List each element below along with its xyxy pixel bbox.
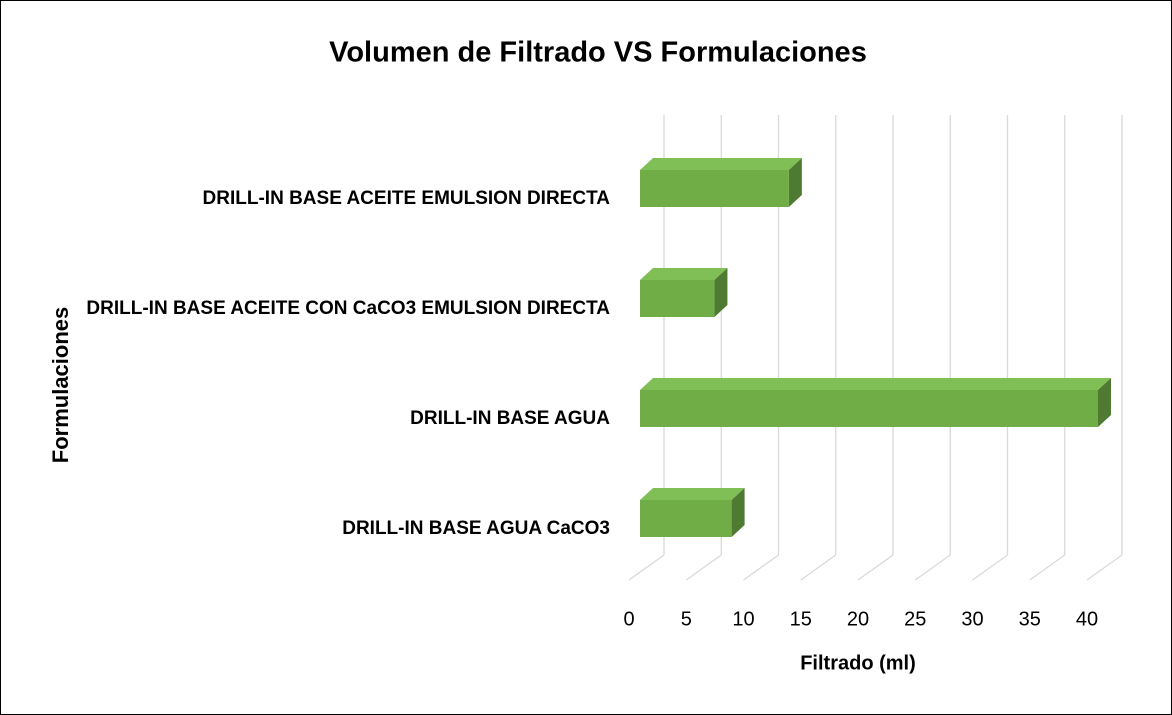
bar-top bbox=[640, 378, 1111, 390]
floor-grid-line bbox=[743, 554, 779, 581]
x-tick-label: 25 bbox=[904, 608, 926, 630]
x-tick-label: 10 bbox=[732, 608, 754, 630]
y-axis-title: Formulaciones bbox=[48, 307, 73, 463]
floor-grid-line bbox=[1086, 554, 1123, 581]
floor-grid-line bbox=[628, 554, 665, 581]
x-tick-label: 35 bbox=[1019, 608, 1041, 630]
x-tick-label: 30 bbox=[961, 608, 983, 630]
bar-side bbox=[731, 488, 745, 537]
y-tick-label: DRILL-IN BASE ACEITE CON CaCO3 EMULSION … bbox=[86, 297, 610, 319]
floor-grid-line bbox=[914, 554, 951, 581]
x-tick-label: 5 bbox=[681, 608, 692, 630]
floor-grid-line bbox=[972, 554, 1008, 581]
floor-grid-line bbox=[1029, 554, 1066, 581]
y-tick-label: DRILL-IN BASE ACEITE EMULSION DIRECTA bbox=[202, 187, 610, 209]
bar bbox=[640, 280, 715, 317]
bar-top bbox=[640, 268, 728, 280]
bar-side bbox=[714, 268, 728, 317]
bar-top bbox=[640, 488, 745, 500]
floor-grid-line bbox=[800, 554, 837, 581]
x-axis-title: Filtrado (ml) bbox=[800, 652, 916, 674]
x-tick-label: 15 bbox=[790, 608, 812, 630]
bar-top bbox=[640, 158, 802, 170]
floor-grid-line bbox=[857, 554, 894, 581]
y-tick-label: DRILL-IN BASE AGUA CaCO3 bbox=[342, 517, 610, 539]
bar bbox=[640, 500, 732, 537]
floor-grid-line bbox=[685, 554, 722, 581]
x-tick-label: 0 bbox=[623, 608, 634, 630]
x-tick-label: 20 bbox=[847, 608, 869, 630]
y-tick-label: DRILL-IN BASE AGUA bbox=[410, 407, 610, 429]
bar bbox=[640, 390, 1098, 427]
x-tick-label: 40 bbox=[1076, 608, 1098, 630]
bar-side bbox=[1098, 378, 1111, 427]
bar bbox=[640, 170, 789, 207]
bar-side bbox=[788, 158, 802, 207]
chart-title: Volumen de Filtrado VS Formulaciones bbox=[329, 37, 867, 69]
